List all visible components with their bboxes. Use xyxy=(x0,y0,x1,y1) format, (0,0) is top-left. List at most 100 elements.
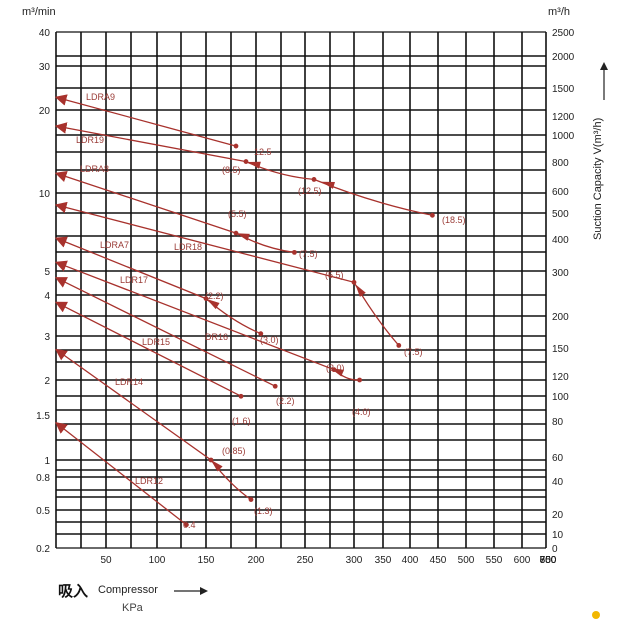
y-right-unit: m³/h xyxy=(548,6,570,18)
y-right-tick-label: 40 xyxy=(552,477,564,488)
point-label: (1.6) xyxy=(232,416,251,426)
x-tick-label: 450 xyxy=(430,555,447,566)
data-point xyxy=(396,343,401,348)
y-left-tick-label: 1.5 xyxy=(36,411,50,422)
x-axis-arrow-icon xyxy=(174,585,208,597)
data-point xyxy=(357,378,362,383)
x-tick-label: 800 xyxy=(540,555,557,566)
y-left-tick-label: 5 xyxy=(44,267,50,278)
x-tick-label: 350 xyxy=(375,555,392,566)
y-right-tick-label: 120 xyxy=(552,372,569,383)
point-label: (12.5) xyxy=(298,186,322,196)
y-right-tick-label: 1500 xyxy=(552,84,575,95)
y-right-tick-label: 150 xyxy=(552,344,569,355)
point-label: (2.2) xyxy=(276,396,295,406)
x-tick-label: 150 xyxy=(198,555,215,566)
point-label: (7.5) xyxy=(404,347,423,357)
x-title-cn: 吸入 xyxy=(58,580,88,601)
x-title-en: Compressor xyxy=(98,584,158,596)
data-point xyxy=(244,159,249,164)
y-left-tick-label: 2 xyxy=(44,376,50,387)
data-point xyxy=(273,384,278,389)
point-label: 0.4 xyxy=(183,520,196,530)
y-left-tick-label: 3 xyxy=(44,332,50,343)
y-right-tick-label: 2500 xyxy=(552,28,575,39)
y-right-tick-label: 2000 xyxy=(552,52,575,63)
curve-dr16 xyxy=(56,278,275,387)
y-right-tick-label: 200 xyxy=(552,312,569,323)
y-right-tick-label: 1200 xyxy=(552,112,575,123)
y-right-tick-label: 60 xyxy=(552,453,564,464)
series-label: LDRA8 xyxy=(80,164,109,174)
y-left-tick-label: 0.5 xyxy=(36,506,50,517)
series-label: DR16 xyxy=(205,332,228,342)
series-label: LDRA7 xyxy=(100,240,129,250)
series-label: LDR18 xyxy=(174,242,202,252)
data-point xyxy=(352,280,357,285)
y-right-tick-label: 100 xyxy=(552,392,569,403)
series-label: LDR17 xyxy=(120,275,148,285)
y-right-tick-label: 1000 xyxy=(552,131,575,142)
x-tick-label: 500 xyxy=(458,555,475,566)
y-right-tick-label: 400 xyxy=(552,235,569,246)
x-tick-label: 400 xyxy=(402,555,419,566)
point-label: 12.5 xyxy=(254,147,272,157)
y-left-unit: m³/min xyxy=(22,6,56,18)
y-right-tick-label: 80 xyxy=(552,417,564,428)
y-right-tick-label: 300 xyxy=(552,268,569,279)
curves xyxy=(56,97,435,527)
point-label: (8.5) xyxy=(222,165,241,175)
data-point xyxy=(249,497,254,502)
decorative-dot xyxy=(592,611,600,619)
x-tick-label: 600 xyxy=(514,555,531,566)
y-right-tick-label: 800 xyxy=(552,158,569,169)
data-point xyxy=(292,250,297,255)
flow-arrow-icon xyxy=(322,182,335,189)
data-point xyxy=(312,177,317,182)
x-tick-label: 100 xyxy=(149,555,166,566)
x-unit: KPa xyxy=(122,602,143,614)
x-tick-label: 550 xyxy=(486,555,503,566)
point-label: (5.5) xyxy=(325,270,344,280)
y-axis-arrow-icon xyxy=(598,60,610,100)
y-left-tick-label: 10 xyxy=(39,189,51,200)
point-label: (7.5) xyxy=(299,249,318,259)
y-left-tick-label: 40 xyxy=(39,28,51,39)
x-tick-label: 250 xyxy=(297,555,314,566)
y-left-tick-label: 0.2 xyxy=(36,544,50,555)
y-left-tick-label: 4 xyxy=(44,291,50,302)
point-label: (3.0) xyxy=(260,335,279,345)
series-label: LDR12 xyxy=(135,476,163,486)
flow-arrow-icon xyxy=(236,233,249,240)
y-left-tick-label: 0.8 xyxy=(36,473,50,484)
y-right-tick-label: 10 xyxy=(552,530,564,541)
y-right-tick-label: 500 xyxy=(552,209,569,220)
y-left-tick-label: 30 xyxy=(39,62,51,73)
series-label: LDR14 xyxy=(115,377,143,387)
point-label: (1.3) xyxy=(254,506,273,516)
y-left-tick-label: 20 xyxy=(39,106,51,117)
point-label: (5.5) xyxy=(228,209,247,219)
data-point xyxy=(430,213,435,218)
flow-arrow-icon xyxy=(247,162,260,169)
data-point xyxy=(234,144,239,149)
y-right-tick-label: 0 xyxy=(552,544,558,555)
y-right-tick-label: 600 xyxy=(552,187,569,198)
data-point xyxy=(234,231,239,236)
curve-ldr18 xyxy=(56,205,399,346)
x-tick-label: 50 xyxy=(100,555,112,566)
series-label: LDRA9 xyxy=(86,92,115,102)
x-tick-label: 200 xyxy=(248,555,265,566)
series-label: LDR15 xyxy=(142,337,170,347)
series-label: LDR19 xyxy=(76,135,104,145)
curve-labels: LDRA912.5LDR19(8.5)(12.5)(18.5)LDRA8(5.5… xyxy=(76,92,466,530)
data-point xyxy=(239,394,244,399)
x-tick-label: 300 xyxy=(346,555,363,566)
point-label: (0.85) xyxy=(222,446,246,456)
point-label: (3.0) xyxy=(326,363,345,373)
y-right-title: Suction Capacity V(m³/h) xyxy=(592,118,604,240)
point-label: (2.2) xyxy=(205,291,224,301)
y-right-tick-label: 20 xyxy=(552,510,564,521)
y-left-tick-label: 1 xyxy=(44,456,50,467)
